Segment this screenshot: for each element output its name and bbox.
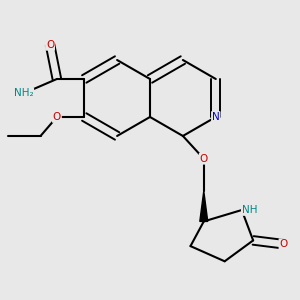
Text: O: O: [200, 154, 208, 164]
Text: NH₂: NH₂: [14, 88, 33, 98]
Text: N: N: [212, 112, 220, 122]
Polygon shape: [200, 191, 208, 221]
Text: O: O: [53, 112, 61, 122]
Text: O: O: [279, 239, 288, 249]
Text: O: O: [46, 40, 54, 50]
Text: NH: NH: [242, 205, 257, 215]
